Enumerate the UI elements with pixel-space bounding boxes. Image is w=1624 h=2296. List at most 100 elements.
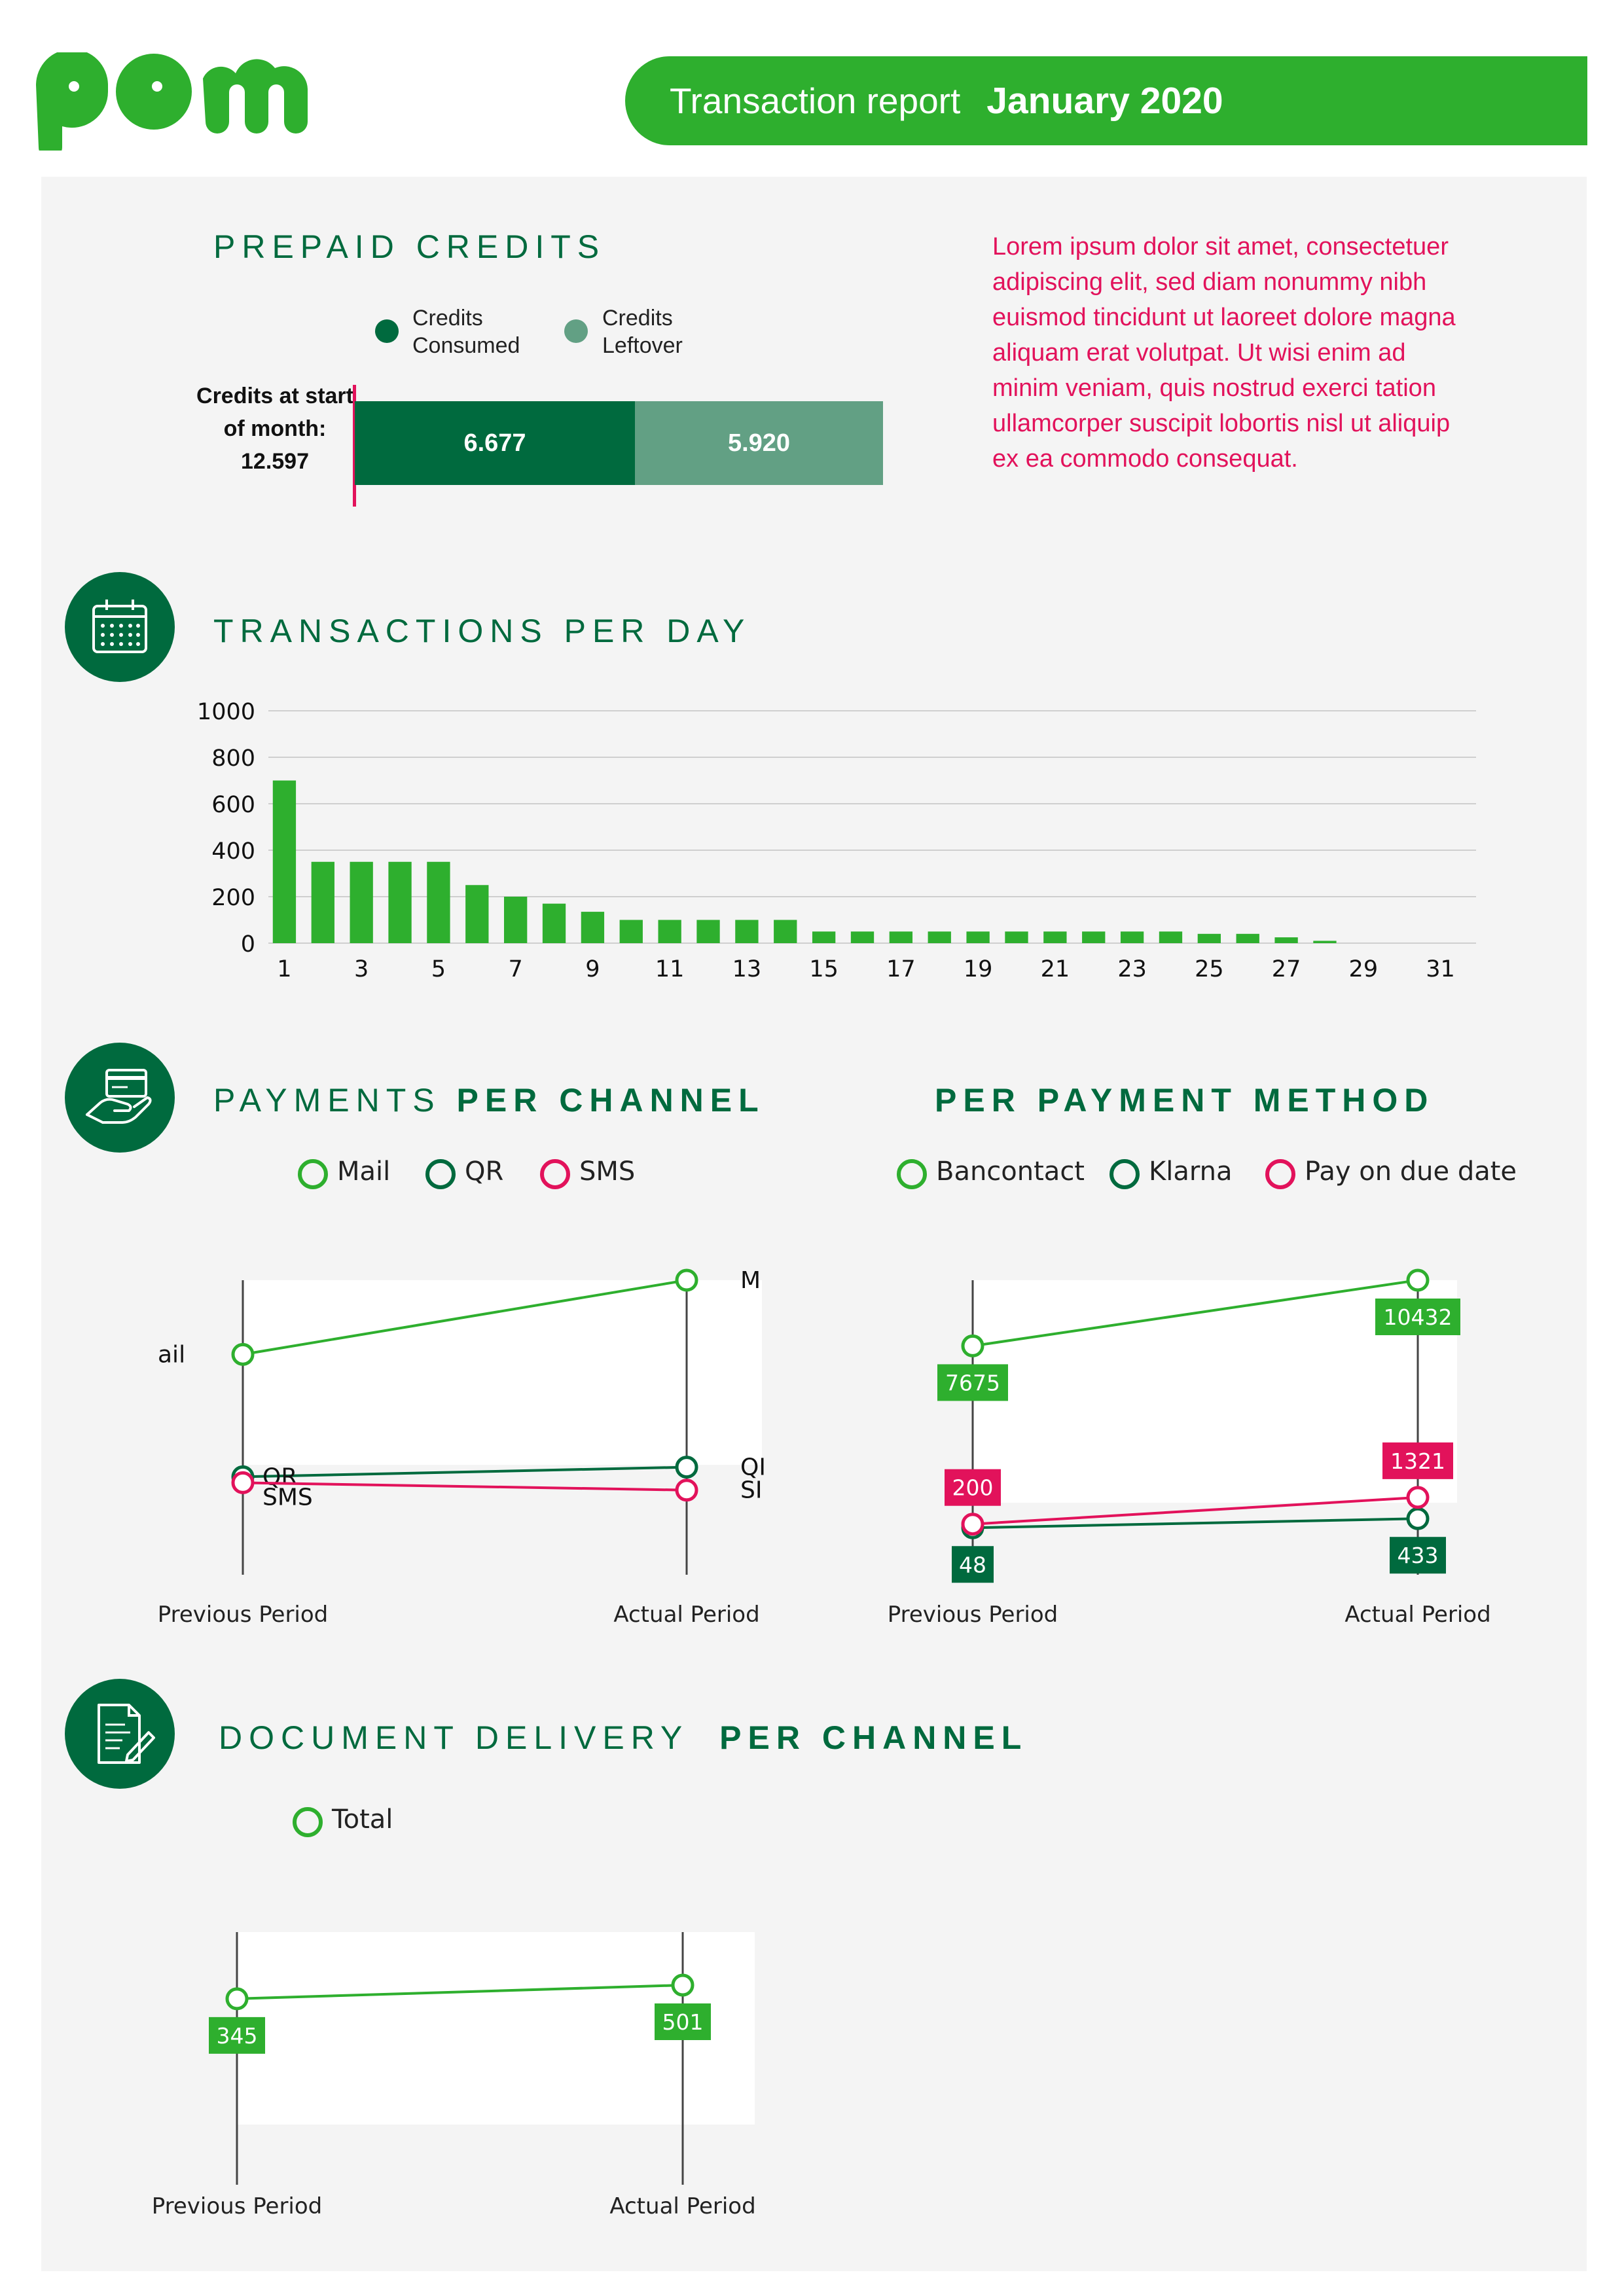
point-actual xyxy=(671,1973,695,1997)
day-bar xyxy=(928,931,951,943)
x-tick-label: 7 xyxy=(509,956,523,982)
point-actual xyxy=(1406,1268,1430,1292)
legend-ring xyxy=(1265,1159,1295,1189)
day-bar xyxy=(581,912,605,943)
day-bar xyxy=(1236,933,1259,943)
credits-start-value: 12.597 xyxy=(241,449,309,474)
day-bar xyxy=(350,861,373,943)
value-label: 433 xyxy=(1398,1543,1439,1568)
credits-start-block: Credits at start of month: 12.597 xyxy=(196,380,353,478)
day-bar xyxy=(1082,931,1106,943)
series-line xyxy=(242,1481,687,1492)
day-bar xyxy=(272,780,297,943)
method-slope-chart: 7675 10432 48 433 200 1321 Previous Period Actu… xyxy=(888,1268,1491,1628)
legend-ring xyxy=(293,1807,323,1837)
legend-label: Klarna xyxy=(1149,1157,1233,1187)
y-tick-label: 0 xyxy=(241,931,255,958)
series-line xyxy=(242,1465,687,1479)
delivery-title-b: PER CHANNEL xyxy=(719,1719,1028,1756)
x-tick-label: 9 xyxy=(585,956,600,982)
x-tick-label: 27 xyxy=(1272,956,1301,982)
x-tick-label: 19 xyxy=(964,956,993,982)
point-actual xyxy=(675,1479,698,1502)
delivery-title-a: DOCUMENT DELIVERY xyxy=(219,1719,689,1756)
y-tick-label: 1000 xyxy=(197,699,255,725)
credits-start-label: Credits at start of month: xyxy=(196,384,353,441)
legend-label: Bancontact xyxy=(936,1157,1085,1187)
legend-ring xyxy=(897,1159,927,1189)
value-label: 345 xyxy=(217,2023,258,2049)
day-bar xyxy=(1274,937,1298,943)
x-tick-label: 11 xyxy=(655,956,685,982)
point-previous xyxy=(231,1471,255,1494)
day-bar xyxy=(966,931,990,943)
day-bar xyxy=(812,931,836,943)
legend-label: Mail xyxy=(337,1157,391,1187)
series-line xyxy=(972,1517,1418,1530)
y-tick-label: 600 xyxy=(211,792,255,818)
delivery-slope-chart: 345 501 Previous Period Actual Period xyxy=(152,1932,756,2219)
series-line xyxy=(972,1496,1418,1526)
day-bar xyxy=(427,861,450,943)
x-tick-label: 15 xyxy=(809,956,839,982)
category-label: Actual Period xyxy=(609,2193,755,2219)
day-bar xyxy=(658,920,681,943)
calendar-icon xyxy=(65,572,175,682)
series-line xyxy=(236,1984,683,2000)
series-label-actual: QI xyxy=(740,1454,766,1481)
document-pen-icon xyxy=(65,1679,175,1789)
day-bar xyxy=(1120,931,1144,943)
x-tick-label: 3 xyxy=(354,956,369,982)
report-title: Transaction report xyxy=(670,81,961,121)
prepaid-credits-title: PREPAID CREDITS xyxy=(213,228,606,265)
day-bar xyxy=(542,903,566,943)
x-tick-label: 17 xyxy=(886,956,916,982)
x-tick-label: 23 xyxy=(1117,956,1147,982)
point-actual xyxy=(675,1268,698,1292)
day-bar xyxy=(889,931,913,943)
value-box xyxy=(952,1546,994,1583)
point-previous xyxy=(231,1342,255,1366)
legend-ring xyxy=(298,1159,328,1189)
point-actual xyxy=(1406,1486,1430,1509)
legend-ring xyxy=(425,1159,456,1189)
x-tick-label: 5 xyxy=(431,956,446,982)
legend-leftover-label: Credits Leftover xyxy=(602,306,683,358)
y-tick-label: 200 xyxy=(211,885,255,911)
value-label: 48 xyxy=(959,1552,986,1577)
x-tick-label: 25 xyxy=(1195,956,1224,982)
payments-title-a: PAYMENTS xyxy=(213,1082,441,1119)
per-payment-method-title: PER PAYMENT METHOD xyxy=(935,1081,1434,1119)
legend-label: Pay on due date xyxy=(1305,1157,1517,1187)
legend-label: SMS xyxy=(579,1157,636,1187)
hand-card-icon xyxy=(65,1043,175,1153)
legend-ring xyxy=(540,1159,570,1189)
y-tick-label: 400 xyxy=(211,838,255,865)
day-bar xyxy=(774,920,797,943)
day-bar xyxy=(850,931,875,943)
value-box xyxy=(655,2003,711,2040)
point-actual xyxy=(1406,1507,1430,1530)
day-bar xyxy=(311,861,334,943)
series-label-previous: ail xyxy=(158,1341,185,1368)
point-previous xyxy=(961,1513,984,1536)
transactions-per-day-title: TRANSACTIONS PER DAY xyxy=(213,613,751,649)
point-previous xyxy=(961,1334,984,1357)
value-box xyxy=(937,1364,1008,1401)
value-label: 1321 xyxy=(1390,1448,1445,1474)
day-bar xyxy=(619,920,643,943)
point-previous xyxy=(225,1987,249,2011)
value-box xyxy=(1382,1442,1453,1479)
series-label-previous: SMS xyxy=(262,1484,313,1511)
category-label: Previous Period xyxy=(888,1602,1058,1628)
y-tick-label: 800 xyxy=(211,745,255,772)
value-box xyxy=(1375,1299,1460,1335)
day-bar xyxy=(735,920,759,943)
value-label: 200 xyxy=(952,1475,994,1501)
series-line xyxy=(242,1279,687,1356)
value-label: 10432 xyxy=(1384,1304,1453,1330)
day-bar xyxy=(696,920,720,943)
bar-credits-consumed: 6.677 xyxy=(355,401,635,485)
point-actual xyxy=(675,1456,698,1479)
